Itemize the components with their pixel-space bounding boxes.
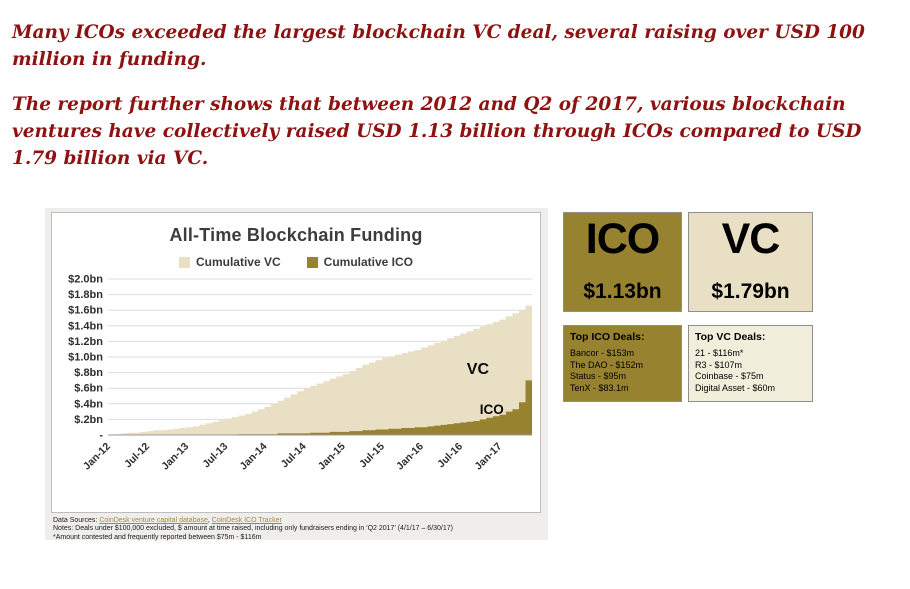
deal-item: Coinbase - $75m <box>695 371 764 382</box>
deal-item: R3 - $107m <box>695 359 743 370</box>
svg-text:$.8bn: $.8bn <box>74 367 103 379</box>
top-ico-deals-box: Top ICO Deals: Bancor - $153m The DAO - $… <box>563 325 682 402</box>
vc-card-title: VC <box>721 215 781 263</box>
top-vc-deals-box: Top VC Deals: 21 - $116m* R3 - $107m Coinb… <box>688 325 813 402</box>
source-link-separator: , <box>207 517 212 524</box>
intro-paragraph-1: Many ICOs exceeded the largest blockchai… <box>12 22 865 70</box>
footnote-notes-line: Notes: Deals under $100,000 excluded, $ … <box>53 525 453 533</box>
svg-text:VC: VC <box>467 361 490 378</box>
funding-chart-card: All-Time Blockchain Funding Cumulative V… <box>51 212 541 513</box>
chart-legend: Cumulative VC Cumulative ICO <box>52 255 540 269</box>
legend-item-vc: Cumulative VC <box>178 255 281 269</box>
svg-text:$1.0bn: $1.0bn <box>68 352 103 364</box>
vc-card-total: $1.79bn <box>711 280 790 303</box>
deal-item: 21 - $116m* <box>695 348 744 358</box>
svg-text:$.6bn: $.6bn <box>74 383 103 395</box>
chart-title: All-Time Blockchain Funding <box>169 225 423 245</box>
funding-chart-panel: All-Time Blockchain Funding Cumulative V… <box>45 208 548 542</box>
svg-text:$1.6bn: $1.6bn <box>68 305 103 317</box>
legend-item-ico: Cumulative ICO <box>306 255 414 269</box>
svg-text:Jan-15: Jan-15 <box>316 440 348 472</box>
chart-footnotes: Data Sources: CoinDesk venture capital d… <box>53 517 541 542</box>
svg-text:Jan-16: Jan-16 <box>394 440 426 472</box>
svg-text:Jul-15: Jul-15 <box>357 440 387 470</box>
svg-text:$2.0bn: $2.0bn <box>68 274 103 286</box>
svg-text:$.4bn: $.4bn <box>74 398 103 410</box>
deal-item: The DAO - $152m <box>570 359 644 370</box>
ico-summary-card: ICO $1.13bn <box>563 212 682 312</box>
svg-text:Jul-13: Jul-13 <box>200 440 230 470</box>
deal-item: Digital Asset - $60m <box>695 383 776 394</box>
svg-text:-: - <box>99 430 103 442</box>
footnote-sources-line: Data Sources: CoinDesk venture capital d… <box>53 517 541 525</box>
legend-label-vc: Cumulative VC <box>195 255 281 269</box>
top-vc-deals-list: 21 - $116m* R3 - $107m Coinbase - $75m Digi… <box>695 348 806 395</box>
top-vc-deals-title: Top VC Deals: <box>695 331 766 343</box>
deal-item: TenX - $83.1m <box>570 383 629 394</box>
svg-text:$1.8bn: $1.8bn <box>68 289 103 301</box>
svg-text:Jan-17: Jan-17 <box>472 440 504 472</box>
source-link-coindesk-vc[interactable]: CoinDesk venture capital database <box>99 517 208 524</box>
ico-card-title: ICO <box>585 215 660 263</box>
vc-swatch-icon <box>178 256 190 268</box>
svg-text:$.2bn: $.2bn <box>74 414 103 426</box>
top-ico-deals-list: Bancor - $153m The DAO - $152m Status - $9… <box>570 348 675 395</box>
footnote-contested-line: *Amount contested and frequently reporte… <box>53 533 262 541</box>
legend-label-ico: Cumulative ICO <box>323 255 414 269</box>
sources-label: Data Sources: <box>53 517 100 524</box>
svg-text:Jul-16: Jul-16 <box>435 440 465 470</box>
svg-text:$1.2bn: $1.2bn <box>68 336 103 348</box>
ico-card-total: $1.13bn <box>583 280 662 303</box>
svg-text:ICO: ICO <box>480 402 504 417</box>
ico-swatch-icon <box>306 256 318 268</box>
svg-text:Jan-12: Jan-12 <box>81 440 113 472</box>
top-ico-deals-title: Top ICO Deals: <box>570 331 645 343</box>
deal-item: Bancor - $153m <box>570 348 635 358</box>
deal-item: Status - $95m <box>570 371 627 382</box>
funding-area-chart: $2.0bn $1.8bn $1.6bn $1.4bn $1.2bn $1.0bn $.8b… <box>68 274 532 472</box>
intro-paragraph-2: The report further shows that between 20… <box>12 94 862 169</box>
svg-text:Jan-13: Jan-13 <box>159 440 191 472</box>
vc-summary-card: VC $1.79bn <box>688 212 813 312</box>
svg-text:Jul-14: Jul-14 <box>279 440 309 470</box>
svg-text:Jul-12: Jul-12 <box>122 440 152 470</box>
svg-text:Jan-14: Jan-14 <box>238 440 270 472</box>
svg-text:$1.4bn: $1.4bn <box>68 320 103 332</box>
source-link-coindesk-ico[interactable]: CoinDesk ICO Tracker <box>211 517 282 524</box>
